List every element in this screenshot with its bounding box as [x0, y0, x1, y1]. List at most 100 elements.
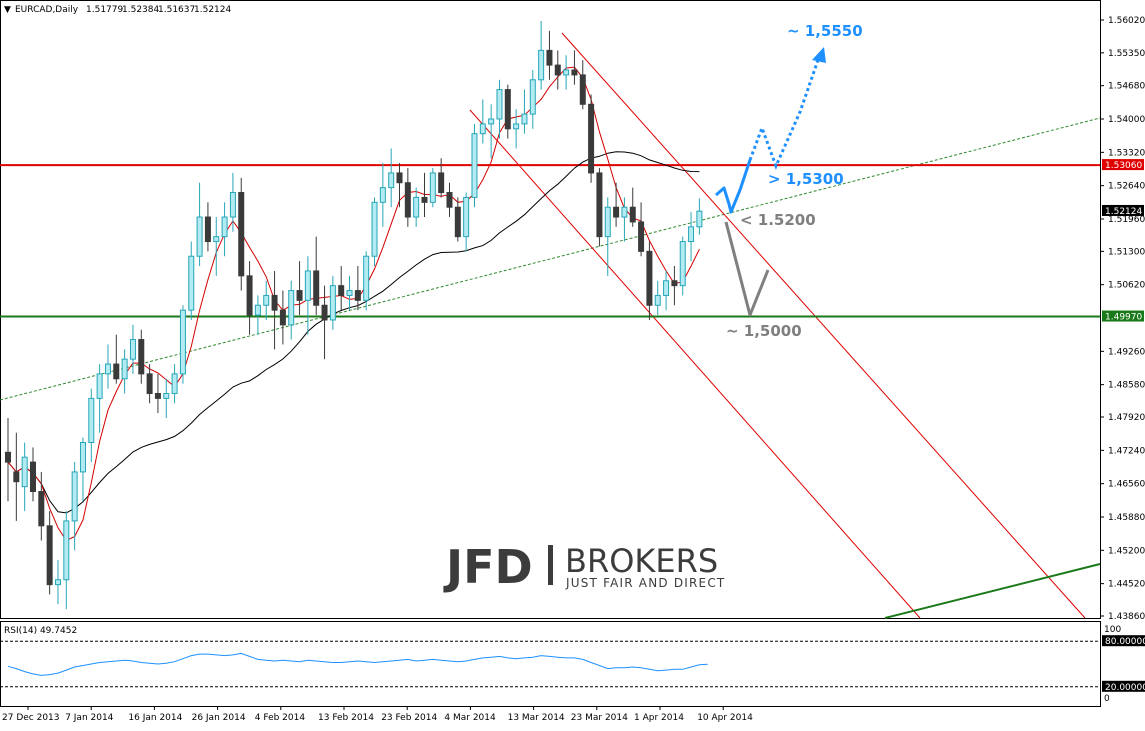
channel-upper-line [561, 32, 1086, 619]
candle [246, 261, 253, 335]
candle-body [688, 226, 695, 243]
candle-body [513, 123, 520, 130]
price-tick-label: 1.51300 [1108, 247, 1145, 257]
candle-body [146, 373, 153, 394]
candles [5, 20, 703, 610]
candle-body [188, 255, 195, 311]
candle-body [296, 290, 303, 301]
candle-body [413, 196, 420, 218]
rsi-pane [0, 621, 1101, 707]
price-tick-label: 1.52640 [1108, 182, 1145, 192]
candle-body [121, 358, 128, 380]
candle-body [529, 79, 536, 115]
candle [204, 202, 211, 252]
target-1-5000-label: ~ 1,5000 [726, 322, 802, 340]
candle [471, 123, 478, 208]
price-tick-label: 1.44520 [1108, 580, 1145, 590]
candle [379, 163, 386, 227]
candle-body [204, 216, 211, 243]
candle-body [54, 579, 61, 586]
candle-body [88, 397, 95, 443]
candle [354, 266, 361, 311]
candle [521, 89, 528, 134]
candle-body [29, 461, 36, 493]
price-tick-label: 1.47920 [1108, 413, 1145, 423]
rsi-level-label: 20.00000 [1105, 683, 1145, 693]
candle-body [229, 192, 236, 218]
target-1-5300-label: > 1,5300 [768, 170, 844, 188]
candle-body [113, 363, 120, 380]
time-tick-label: 4 Mar 2014 [444, 713, 496, 723]
candle-body [213, 236, 220, 243]
candle [463, 192, 470, 252]
forecast-arrowhead [812, 47, 826, 63]
candle-body [696, 210, 703, 228]
candle [338, 266, 345, 311]
candle [229, 172, 236, 232]
candle [563, 55, 570, 90]
candle-body [354, 290, 361, 301]
candle [579, 60, 586, 110]
rsi-tick-label: 100 [1104, 625, 1121, 635]
candle-body [21, 456, 28, 488]
candle [613, 182, 620, 227]
price-tick-label: 1.47240 [1108, 446, 1145, 456]
candle-body [338, 285, 345, 296]
rsi-line [7, 652, 708, 676]
candle-body [454, 206, 461, 238]
candle-body [429, 172, 436, 203]
forecast-paths [715, 47, 826, 317]
candle-body [313, 270, 320, 306]
logo-mark: JFD [443, 540, 533, 594]
candle [529, 69, 536, 129]
candle [663, 270, 670, 311]
rsi-title: RSI(14) 49.7452 [4, 626, 77, 636]
candle-body [671, 280, 678, 287]
candle [71, 462, 78, 551]
candle [79, 437, 86, 502]
price-tick-label: 1.50620 [1108, 281, 1145, 291]
main-pane [0, 0, 1101, 619]
candle-body [263, 294, 270, 306]
candle [313, 236, 320, 316]
candle-body [288, 290, 295, 326]
candle-body [479, 123, 486, 135]
price-axis: 1.56020 1.55350 1.54680 1.54000 1.53320 1.526… [1100, 16, 1145, 622]
candle-body [5, 451, 11, 463]
candle-body [604, 206, 611, 238]
candle-body [363, 255, 370, 301]
candle [179, 305, 186, 384]
support-price-label: 1.49970 [1105, 313, 1142, 323]
candle-body [171, 373, 178, 394]
candle [346, 275, 353, 311]
time-tick-label: 26 Jan 2014 [192, 713, 246, 723]
candle [538, 20, 545, 90]
candle-body [438, 172, 445, 194]
candle [271, 270, 278, 350]
candle [388, 148, 395, 208]
candle [363, 251, 370, 311]
price-tick-label: 1.54000 [1108, 115, 1145, 125]
price-tick-label: 1.56020 [1108, 16, 1145, 26]
resistance-price-box [1102, 159, 1144, 171]
candle-body [588, 103, 595, 174]
candle [646, 241, 653, 320]
price-tick-label: 1.48580 [1108, 381, 1145, 391]
candle [679, 236, 686, 296]
candle [304, 256, 311, 335]
support-price-box [1102, 310, 1144, 322]
price-tick-label: 1.43860 [1108, 612, 1145, 622]
candle-body [329, 285, 336, 321]
candle-body [596, 172, 603, 238]
chart-menu-icon[interactable]: ▼ [4, 5, 11, 15]
candle-body [279, 309, 286, 326]
candle [696, 198, 703, 235]
rsi-level-label: 80.00000 [1105, 637, 1145, 647]
candle [654, 280, 661, 316]
candle [54, 560, 61, 605]
candle [446, 182, 453, 218]
current-price-box [1102, 204, 1144, 216]
price-tick-label: 1.45200 [1108, 546, 1145, 556]
candle [38, 471, 45, 541]
